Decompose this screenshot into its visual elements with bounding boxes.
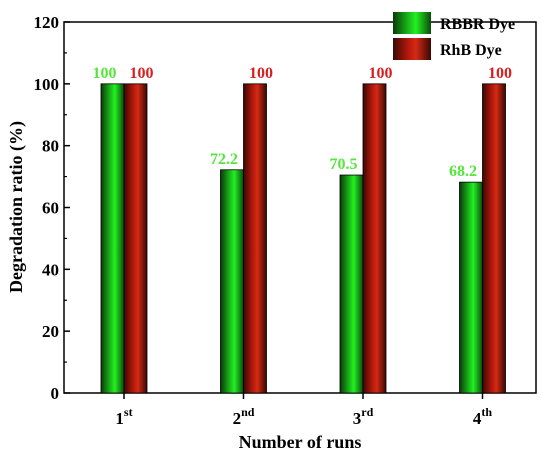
y-tick-label: 120 (34, 13, 60, 32)
bar-rhb-dye (482, 83, 506, 394)
legend-label-rbbr: RBBR Dye (440, 16, 515, 33)
bar-value-label: 100 (369, 65, 393, 82)
bar-rhb-dye (123, 83, 148, 394)
bar-rhb-dye (243, 83, 267, 394)
bar-value-label: 68.2 (449, 163, 477, 180)
bar-rbbr-dye (339, 174, 364, 394)
bar-value-labels: 100 100 72.2 100 70.5 100 68.2 100 (93, 65, 513, 180)
legend-swatch-rhb (393, 38, 431, 60)
x-tick-label: 3rd (353, 405, 374, 428)
bar-value-label: 100 (249, 65, 273, 82)
bar-rbbr-dye (459, 181, 483, 394)
bar-value-label: 72.2 (210, 151, 238, 168)
x-tick-label: 4th (473, 405, 492, 428)
legend: RBBR Dye RhB Dye (393, 12, 515, 60)
y-tick-label: 20 (42, 322, 59, 341)
bar-value-label: 70.5 (330, 156, 358, 173)
y-tick-label: 40 (42, 260, 59, 279)
y-tick-label: 60 (42, 199, 59, 218)
x-tick-label: 2nd (233, 405, 255, 428)
x-tick-label: 1st (115, 405, 132, 428)
bar-value-label: 100 (488, 65, 512, 82)
bar-value-label: 100 (130, 65, 154, 82)
bar-rhb-dye (362, 83, 387, 394)
bar-rbbr-dye (220, 169, 244, 394)
y-axis-title: Degradation ratio (%) (6, 121, 27, 293)
legend-swatch-rbbr (393, 12, 431, 34)
bar-rbbr-dye (100, 83, 125, 394)
legend-label-rhb: RhB Dye (440, 42, 502, 59)
y-axis-ticks: 0 20 40 60 80 100 120 (34, 13, 70, 403)
y-tick-label: 100 (34, 75, 60, 94)
bars (100, 83, 506, 394)
x-axis-ticks: 1st 2nd 3rd 4th (115, 393, 492, 428)
y-tick-label: 0 (51, 384, 60, 403)
x-axis-title: Number of runs (239, 432, 362, 452)
bar-value-label: 100 (93, 65, 117, 82)
y-tick-label: 80 (42, 137, 59, 156)
